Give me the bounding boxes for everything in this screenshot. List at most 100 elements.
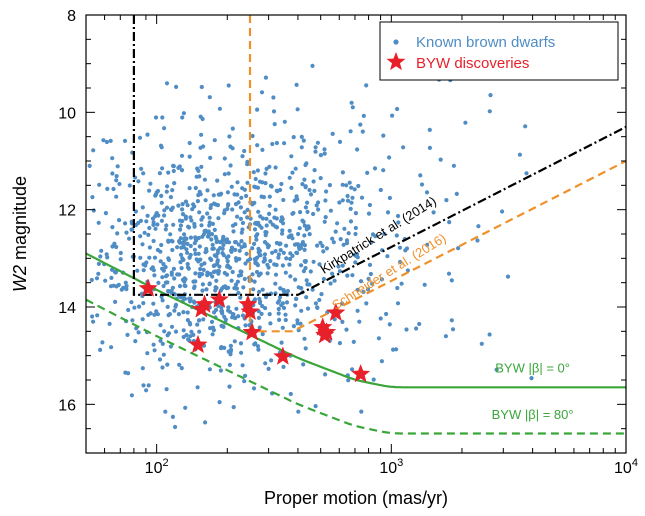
known-brown-dwarf-point	[240, 220, 246, 226]
known-brown-dwarf-point	[399, 281, 404, 286]
known-brown-dwarf-point	[140, 205, 145, 210]
known-brown-dwarf-point	[252, 227, 258, 232]
known-brown-dwarf-point	[159, 242, 164, 248]
known-brown-dwarf-point	[295, 318, 300, 323]
known-brown-dwarf-point	[425, 242, 430, 247]
axis-ticks	[85, 14, 626, 454]
known-brown-dwarf-point	[113, 299, 118, 304]
known-brown-dwarf-point	[438, 157, 443, 162]
known-brown-dwarf-point	[152, 348, 157, 353]
known-brown-dwarf-point	[289, 154, 294, 159]
known-brown-dwarf-point	[114, 244, 119, 250]
known-brown-dwarf-point	[234, 306, 239, 311]
known-brown-dwarf-point	[268, 321, 273, 326]
known-brown-dwarf-point	[263, 361, 268, 366]
known-brown-dwarf-point	[199, 223, 204, 228]
known-brown-dwarf-point	[104, 252, 109, 257]
y-tick-label: 10	[58, 105, 76, 122]
known-brown-dwarf-point	[276, 306, 281, 312]
known-brown-dwarf-point	[273, 272, 279, 277]
known-brown-dwarf-point	[161, 262, 166, 267]
known-brown-dwarf-point	[370, 232, 376, 237]
known-brown-dwarf-point	[356, 183, 361, 189]
known-brown-dwarf-point	[181, 310, 186, 315]
known-brown-dwarf-point	[122, 138, 128, 143]
known-brown-dwarf-point	[397, 245, 403, 250]
known-brown-dwarf-point	[210, 242, 215, 247]
known-brown-dwarf-point	[332, 278, 337, 283]
known-brown-dwarf-point	[216, 192, 221, 197]
known-brown-dwarf-point	[228, 163, 233, 168]
known-brown-dwarf-point	[272, 122, 277, 127]
known-brown-dwarf-point	[222, 208, 227, 213]
known-brown-dwarf-point	[279, 303, 284, 308]
known-brown-dwarf-point	[225, 264, 230, 269]
known-brown-dwarf-point	[160, 275, 165, 280]
known-brown-dwarf-point	[220, 251, 225, 256]
known-brown-dwarf-point	[201, 144, 206, 149]
known-brown-dwarf-point	[372, 166, 378, 171]
x-tick-labels: 102 103 104	[145, 457, 638, 477]
known-brown-dwarf-point	[226, 305, 231, 310]
known-brown-dwarf-point	[193, 235, 198, 240]
known-brown-dwarf-point	[140, 366, 145, 371]
known-brown-dwarf-point	[298, 321, 303, 326]
known-brown-dwarf-point	[161, 283, 166, 289]
known-brown-dwarf-point	[147, 255, 152, 260]
x-tick-label: 102	[145, 457, 169, 477]
known-brown-dwarf-point	[236, 242, 241, 247]
known-brown-dwarf-point	[250, 202, 255, 207]
known-brown-dwarf-point	[158, 249, 163, 254]
known-brown-dwarf-point	[140, 242, 145, 247]
known-brown-dwarf-point	[192, 221, 197, 227]
known-brown-dwarf-point	[269, 358, 274, 363]
known-brown-dwarf-point	[313, 404, 318, 409]
known-brown-dwarf-point	[266, 265, 271, 270]
known-brown-dwarf-point	[284, 256, 289, 261]
known-brown-dwarf-point	[188, 243, 193, 249]
known-brown-dwarf-point	[305, 282, 310, 287]
known-brown-dwarf-point	[263, 171, 268, 176]
byw-discovery-star	[316, 322, 337, 341]
kirkpatrick-annotation: Kirkpatrick et al. (2014)	[318, 193, 439, 277]
known-brown-dwarf-point	[302, 233, 307, 238]
known-brown-dwarf-point	[359, 195, 365, 200]
known-brown-dwarf-point	[310, 63, 315, 68]
known-brown-dwarf-point	[290, 170, 295, 175]
known-brown-dwarf-point	[385, 254, 390, 259]
known-brown-dwarf-point	[523, 124, 528, 129]
known-brown-dwarf-point	[126, 371, 131, 376]
known-brown-dwarf-point	[449, 278, 454, 283]
known-brown-dwarf-point	[207, 282, 212, 287]
known-brown-dwarf-point	[109, 267, 115, 272]
known-brown-dwarf-point	[323, 372, 328, 377]
known-brown-dwarf-point	[317, 297, 322, 303]
known-brown-dwarf-point	[260, 304, 265, 309]
known-brown-dwarf-point	[238, 341, 244, 346]
known-brown-dwarf-point	[418, 173, 423, 178]
known-brown-dwarf-point	[96, 220, 101, 225]
known-brown-dwarf-point	[342, 226, 347, 231]
known-brown-dwarf-point	[427, 145, 432, 150]
known-brown-dwarf-point	[451, 163, 456, 168]
known-brown-dwarf-point	[145, 132, 150, 137]
known-brown-dwarf-point	[300, 218, 305, 223]
known-brown-dwarf-point	[367, 262, 373, 267]
known-brown-dwarf-point	[259, 225, 264, 230]
known-brown-dwarf-point	[182, 283, 187, 288]
byw-discovery-star	[194, 294, 215, 313]
known-brown-dwarf-point	[293, 166, 298, 171]
known-brown-dwarf-point	[236, 290, 241, 296]
known-brown-dwarf-point	[148, 311, 153, 316]
known-brown-dwarf-point	[96, 261, 101, 266]
known-brown-dwarf-point	[175, 245, 180, 250]
known-brown-dwarf-point	[299, 263, 304, 268]
known-brown-dwarf-point	[315, 305, 320, 310]
known-brown-dwarf-point	[221, 284, 226, 290]
known-brown-dwarf-point	[333, 229, 338, 234]
byw-discoveries-series	[138, 278, 371, 383]
known-brown-dwarf-point	[114, 174, 119, 179]
known-brown-dwarf-point	[296, 409, 301, 414]
known-brown-dwarf-point	[324, 189, 329, 194]
known-brown-dwarf-point	[220, 246, 225, 251]
